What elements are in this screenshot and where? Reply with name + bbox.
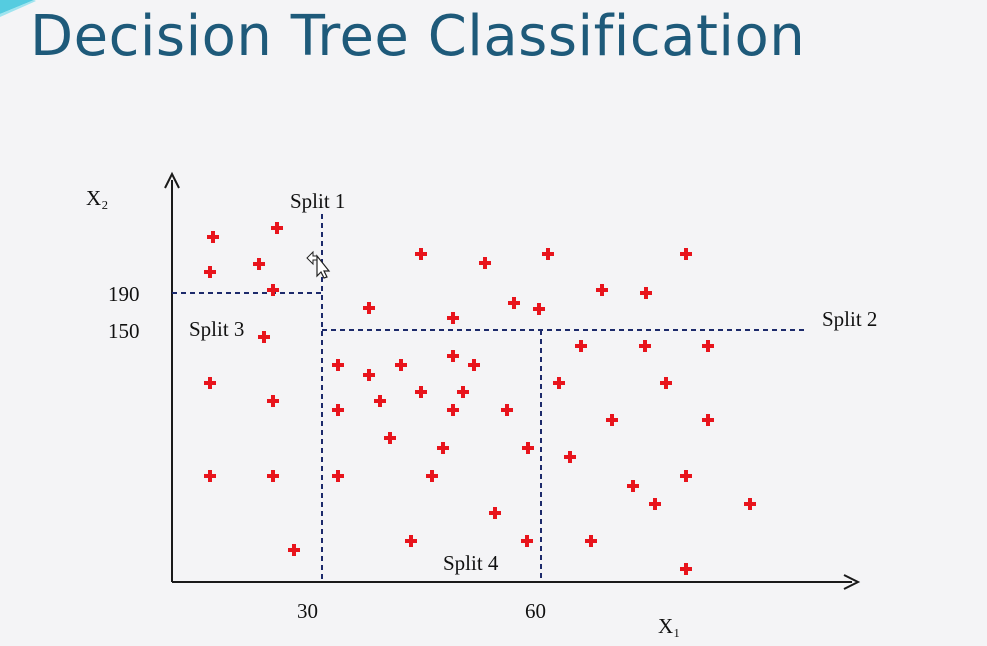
data-point [405,535,417,547]
data-point [258,331,270,343]
data-point [702,414,714,426]
data-point [660,377,672,389]
data-point [384,432,396,444]
data-point [395,359,407,371]
data-point [363,302,375,314]
data-point [204,470,216,482]
split-3-label: Split 3 [189,317,244,341]
data-point [627,480,639,492]
data-point [479,257,491,269]
data-point [553,377,565,389]
data-point [649,498,661,510]
data-point [204,266,216,278]
data-point [374,395,386,407]
data-point [207,231,219,243]
data-point [680,248,692,260]
data-point [680,563,692,575]
data-point [415,248,427,260]
data-point [437,442,449,454]
data-point [596,284,608,296]
data-point [521,535,533,547]
data-point [585,535,597,547]
x-axis-label: X₁ [658,614,681,638]
data-point [447,312,459,324]
data-point [680,470,692,482]
y-axis-arrowhead [164,171,180,189]
data-point [426,470,438,482]
data-point [332,470,344,482]
data-point [447,350,459,362]
x-axis-arrowhead [843,574,861,590]
data-point [363,369,375,381]
data-point [267,470,279,482]
y-tick-190: 190 [108,282,140,306]
data-point [702,340,714,352]
data-point [415,386,427,398]
data-point [288,544,300,556]
split-4-label: Split 4 [443,551,499,575]
data-point [744,498,756,510]
x-tick-30: 30 [297,599,318,623]
data-point [575,340,587,352]
data-point [332,404,344,416]
data-point [468,359,480,371]
corner-accent [0,0,36,17]
data-point [640,287,652,299]
data-points [204,222,756,575]
data-point [639,340,651,352]
data-point [447,404,459,416]
data-point [267,284,279,296]
split-2-label: Split 2 [822,307,877,331]
data-point [253,258,265,270]
x-tick-60: 60 [525,599,546,623]
data-point [267,395,279,407]
data-point [489,507,501,519]
data-point [271,222,283,234]
data-point [508,297,520,309]
data-point [533,303,545,315]
data-point [522,442,534,454]
data-point [606,414,618,426]
split-1-label: Split 1 [290,189,345,213]
slide-title: Decision Tree Classification [30,4,806,69]
data-point [204,377,216,389]
mouse-cursor-icon [306,250,331,279]
data-point [332,359,344,371]
data-point [542,248,554,260]
data-point [501,404,513,416]
y-axis-label: X₂ [86,186,109,210]
data-point [457,386,469,398]
y-tick-150: 150 [108,319,140,343]
data-point [564,451,576,463]
